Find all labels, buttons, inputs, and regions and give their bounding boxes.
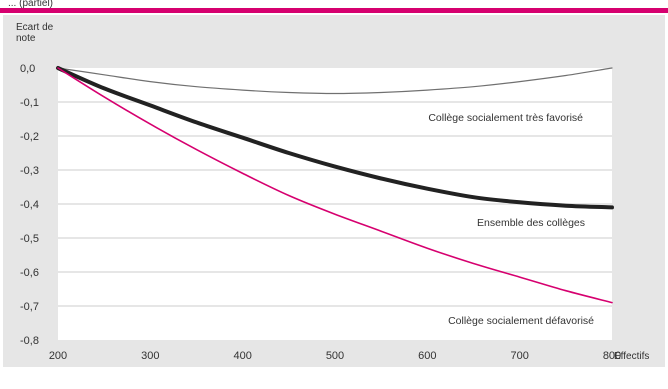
y-tick-label: 0,0	[20, 63, 35, 75]
x-tick-label: 800	[603, 350, 621, 362]
x-tick-label: 600	[418, 350, 436, 362]
x-tick-label: 300	[141, 350, 159, 362]
series-line-defavorise	[57, 67, 613, 304]
x-tick-label: 400	[233, 350, 251, 362]
series-label-ensemble: Ensemble des collèges	[477, 217, 585, 229]
y-tick-label: -0,1	[20, 97, 39, 109]
y-tick-label: -0,7	[20, 301, 39, 313]
header-text: ... (partiel)	[8, 0, 53, 9]
x-axis-ticks: 200 300 400 500 600 700 800	[49, 350, 621, 362]
series-label-defavorise: Collège socialement défavorisé	[448, 315, 594, 327]
y-axis-label-line-2: note	[16, 33, 36, 44]
x-tick-label: 200	[49, 350, 67, 362]
y-axis-ticks: 0,0 -0,1 -0,2 -0,3 -0,4 -0,5 -0,6 -0,7 -0,8	[20, 63, 39, 347]
series-labels: Collège socialement très favorisé Ensemb…	[428, 112, 594, 327]
y-tick-label: -0,3	[20, 165, 39, 177]
y-tick-label: -0,5	[20, 233, 39, 245]
series-line-tres-favorise	[57, 67, 613, 95]
y-tick-label: -0,2	[20, 131, 39, 143]
x-axis-label: Effectifs	[614, 351, 649, 362]
x-tick-label: 700	[510, 350, 528, 362]
series-lines	[56, 66, 614, 304]
y-tick-label: -0,8	[20, 335, 39, 347]
series-label-tres-favorise: Collège socialement très favorisé	[428, 112, 583, 124]
series-line-ensemble	[56, 66, 614, 210]
y-axis-label-line-1: Ecart de	[16, 22, 54, 33]
accent-bar	[0, 8, 668, 13]
y-tick-label: -0,6	[20, 267, 39, 279]
y-tick-label: -0,4	[20, 199, 39, 211]
x-tick-label: 500	[326, 350, 344, 362]
